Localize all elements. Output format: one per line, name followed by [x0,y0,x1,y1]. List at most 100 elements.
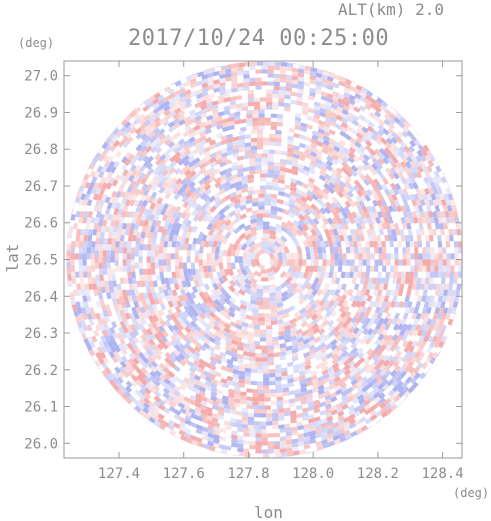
radar-cell [228,301,236,309]
radar-cell [416,149,424,158]
radar-cell [151,237,157,245]
radar-cell [132,336,140,344]
radar-cell [368,300,375,308]
radar-cell [325,310,333,318]
radar-cell [303,427,311,434]
radar-cell [412,216,419,224]
radar-cell [434,181,441,190]
radar-cell [353,294,360,303]
radar-cell [364,417,373,425]
radar-cell [430,253,435,260]
radar-cell [224,194,232,201]
radar-cell [309,438,317,444]
radar-cell [155,208,162,216]
radar-cell [285,276,293,285]
radar-cell [250,145,258,151]
radar-cell [342,211,349,219]
radar-cell [282,312,290,319]
radar-cell [107,155,114,163]
radar-cell [239,204,247,211]
radar-cell [125,114,133,122]
radar-cell [319,271,326,279]
radar-cell [224,159,232,165]
radar-cell [168,361,176,369]
radar-cell [338,148,346,156]
radar-cell [368,395,376,403]
radar-cell [320,351,328,358]
radar-cell [321,439,329,445]
radar-cell [66,268,68,275]
radar-cell [136,231,142,239]
radar-cell [143,119,151,127]
radar-cell [200,302,208,310]
radar-cell [415,228,421,236]
radar-cell [218,183,226,191]
radar-cell [159,137,167,145]
radar-cell [196,237,202,245]
radar-cell [240,243,248,251]
radar-cell [273,448,280,454]
radar-cell [145,145,153,153]
radar-cell [134,323,141,331]
radar-cell [359,211,367,219]
radar-cell [66,250,67,257]
radar-cell [262,213,270,218]
radar-cell [159,374,167,382]
radar-cell [404,234,410,242]
radar-cell [332,271,338,279]
radar-cell [108,176,115,185]
radar-cell [357,265,363,273]
radar-cell [90,247,96,254]
radar-cell [173,228,180,236]
radar-cell [218,73,226,79]
radar-cell [134,405,142,413]
radar-cell [245,314,253,321]
radar-cell [267,165,275,170]
radar-cell [284,184,292,190]
radar-cell [335,402,344,409]
radar-cell [143,339,151,347]
radar-cell [434,318,441,326]
radar-cell [403,121,411,129]
radar-cell [201,74,209,80]
radar-cell [362,253,367,260]
radar-cell [100,286,106,294]
radar-cell [171,289,178,297]
radar-cell [203,291,210,299]
radar-cell [269,149,276,155]
radar-cell [113,286,119,294]
radar-cell [267,237,276,244]
radar-cell [386,354,394,363]
radar-cell [269,133,276,138]
radar-cell [402,301,409,309]
radar-cell [256,129,264,134]
radar-cell [443,289,449,297]
radar-cell [145,298,151,306]
radar-cell [201,426,209,433]
radar-cell [166,265,172,273]
radar-cell [387,228,393,236]
radar-cell [328,137,336,145]
radar-cell [167,289,174,297]
radar-cell [423,335,430,343]
radar-cell [249,290,258,297]
radar-cell [407,150,414,158]
radar-cell [264,209,272,214]
radar-cell [204,136,213,144]
radar-cell [335,388,343,396]
radar-cell [392,389,401,398]
radar-cell [419,312,426,320]
radar-cell [394,328,402,337]
radar-cell [117,315,124,323]
radar-cell [408,277,414,285]
radar-cell [267,69,274,74]
radar-cell [193,157,201,164]
radar-cell [373,240,378,248]
radar-cell [119,320,126,329]
radar-cell [251,312,259,318]
radar-cell [185,190,193,199]
radar-cell [232,136,240,142]
radar-cell [297,292,306,300]
radar-cell [195,307,203,316]
radar-cell [350,316,358,324]
